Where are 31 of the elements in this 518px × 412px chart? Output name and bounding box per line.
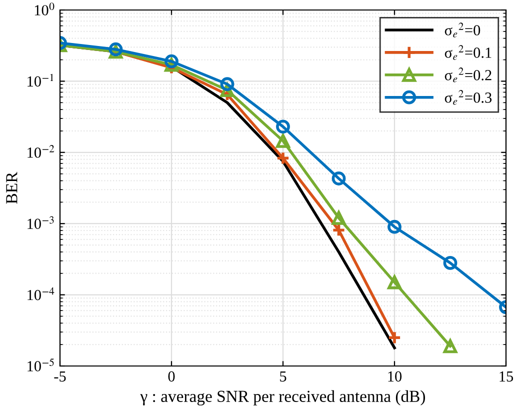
point <box>276 151 290 166</box>
x-tick-label: 15 <box>500 371 514 382</box>
point <box>220 77 234 92</box>
x-tick-label: -5 <box>54 371 66 382</box>
y-axis-title: BER <box>6 172 18 204</box>
point <box>443 256 458 270</box>
y-tick-label: 10$^{0}$ <box>34 2 54 16</box>
legend-label: σ$_{e}$$^{2}$=0 <box>444 22 480 38</box>
x-tick-label: 0 <box>168 371 175 382</box>
point <box>164 54 178 68</box>
point <box>388 275 402 290</box>
x-axis-title: γ : average SNR per received antenna (dB) <box>140 390 426 406</box>
point <box>276 134 290 148</box>
point <box>332 223 346 238</box>
point <box>388 330 402 345</box>
y-tick-label: 10$^{−5}$ <box>28 358 54 372</box>
legend-label: σ$_{e}$$^{2}$=0.2 <box>444 68 492 82</box>
y-tick-label: 10$^{−2}$ <box>28 145 54 158</box>
point <box>443 339 458 354</box>
y-tick-label: 10$^{−3}$ <box>28 216 54 229</box>
point <box>332 172 346 186</box>
point <box>276 120 290 134</box>
point <box>332 211 346 225</box>
x-tick-label: 10 <box>388 371 402 382</box>
y-tick-label: 10$^{−4}$ <box>28 287 54 300</box>
legend-label: σ$_{e}$$^{2}$=0.3 <box>444 90 492 105</box>
legend-label: σ$_{e}$$^{2}$=0.1 <box>444 45 492 60</box>
point <box>388 220 402 234</box>
point <box>108 42 123 56</box>
x-tick-label: 5 <box>280 371 286 382</box>
y-tick-label: 10$^{−1}$ <box>28 74 54 87</box>
